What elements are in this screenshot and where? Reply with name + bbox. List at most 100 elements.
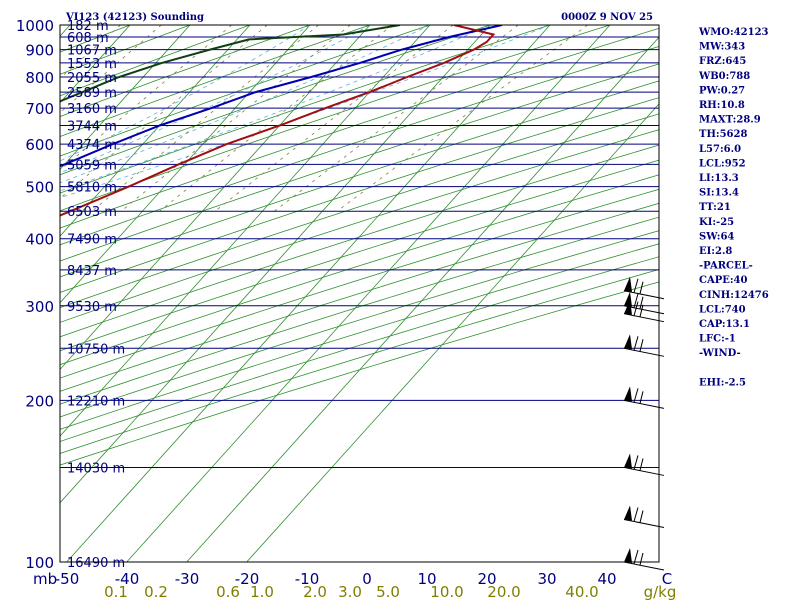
mixing-ratio-tick-label: 5.0 <box>376 583 400 600</box>
isotherm-line <box>60 25 371 371</box>
pressure-label: 100 <box>25 554 54 572</box>
mixing-ratio-line <box>159 25 393 212</box>
temperature-tick-label: 40 <box>597 570 616 588</box>
mixing-ratio-line <box>60 25 232 171</box>
mixing-ratio-tick-label: g/kg <box>644 583 677 600</box>
wind-barb <box>623 386 665 409</box>
temperature-tick-label: -40 <box>115 570 140 588</box>
dry-adiabat-line <box>60 144 659 338</box>
station-title: VI123 (42123) Sounding <box>65 12 204 23</box>
background-lines <box>0 25 659 562</box>
temperature-tick-label: 0 <box>362 570 372 588</box>
height-label: 1553 m <box>67 57 117 72</box>
height-label: 2589 m <box>67 86 117 101</box>
isotherm-line <box>60 25 191 171</box>
pressure-label: 800 <box>25 69 54 87</box>
wind-barbs <box>623 276 665 571</box>
index-item: SW:64 <box>699 231 734 242</box>
mixing-ratio-tick-label: 1.0 <box>250 583 274 600</box>
index-item: L57:6.0 <box>699 144 741 155</box>
height-label: 5059 m <box>67 158 117 173</box>
mixing-ratio-line <box>91 25 319 212</box>
height-label: 608 m <box>67 31 109 46</box>
dry-adiabat-line <box>60 243 659 430</box>
height-label: 7490 m <box>67 233 117 248</box>
dry-adiabat-line <box>60 281 659 466</box>
dry-adiabat-line <box>60 230 659 418</box>
height-label: 8437 m <box>67 264 117 279</box>
plot-frame <box>59 24 660 563</box>
dry-adiabat-line <box>60 216 659 405</box>
height-label: 1067 m <box>67 44 117 59</box>
stability-indices: WMO:42123 MW:343 FRZ:645 WB0:788 PW:0.27 RH:1… <box>698 27 769 388</box>
mixing-ratio-tick-label: 2.0 <box>303 583 327 600</box>
dewpoint-profile-line <box>60 25 401 103</box>
index-item: MAXT:28.9 <box>699 115 761 126</box>
index-item: TT:21 <box>699 202 731 213</box>
index-item: RH:10.8 <box>699 100 745 111</box>
pressure-label: 400 <box>25 231 54 249</box>
height-label: 4374 m <box>67 138 117 153</box>
temperature-tick-label: -30 <box>175 570 200 588</box>
index-item: -PARCEL- <box>699 261 753 272</box>
index-item: WMO:42123 <box>698 27 769 38</box>
dry-adiabat-line <box>60 202 659 392</box>
height-label: 182 m <box>67 19 109 34</box>
index-item: LFC:-1 <box>699 334 736 345</box>
temperature-tick-label: -10 <box>295 570 320 588</box>
mixing-ratio-tick-label: 0.6 <box>216 583 240 600</box>
index-item: CINH:12476 <box>699 290 769 301</box>
index-item: -WIND- <box>699 348 741 359</box>
isotherm-line <box>60 25 431 437</box>
temperature-tick-label: -20 <box>235 570 260 588</box>
isotherm-line <box>0 25 10 562</box>
mixing-ratio-line <box>336 25 588 212</box>
index-item: LCL:952 <box>699 158 746 169</box>
index-item: TH:5628 <box>699 129 747 140</box>
index-item: CAP:13.1 <box>699 319 750 330</box>
index-item: FRZ:645 <box>699 56 746 67</box>
temperature-tick-label: 30 <box>537 570 556 588</box>
axis-labels: 16490 m 14030 m 12210 m 10750 m 9530 m 8437 m… <box>16 17 677 600</box>
isotherm-line <box>126 25 611 562</box>
pressure-label: 300 <box>25 298 54 316</box>
wind-barb <box>623 291 665 315</box>
isotherm-line <box>66 25 551 562</box>
index-item: WB0:788 <box>698 71 750 82</box>
isotherm-line <box>186 36 659 562</box>
pressure-label: 200 <box>25 392 54 410</box>
index-item: LI:13.3 <box>699 173 739 184</box>
pressure-label: 500 <box>25 179 54 197</box>
sounding-time: 0000Z 9 NOV 25 <box>561 12 653 23</box>
temperature-profile-line <box>60 25 496 217</box>
pressure-label: 1000 <box>16 17 54 35</box>
pressure-unit-label: mb <box>33 570 57 588</box>
mixing-ratio-line <box>60 25 162 114</box>
isotherm-line <box>60 25 311 304</box>
pressure-label: 900 <box>25 42 54 60</box>
mixing-ratio-line <box>60 25 121 79</box>
height-label: 16490 m <box>67 556 125 571</box>
wind-barb <box>623 453 665 476</box>
temperature-tick-label: 20 <box>477 570 496 588</box>
mixing-ratio-tick-label: 0.2 <box>144 583 168 600</box>
mixing-ratio-tick-label: 10.0 <box>430 583 463 600</box>
height-label: 2055 m <box>67 71 117 86</box>
isotherm-line <box>60 25 491 504</box>
index-item: SI:13.4 <box>699 188 739 199</box>
wind-barb <box>623 548 665 571</box>
height-label: 10750 m <box>67 342 125 357</box>
mixing-ratio-tick-label: 40.0 <box>565 583 598 600</box>
pressure-label: 600 <box>25 136 54 154</box>
height-label: 5810 m <box>67 181 117 196</box>
dry-adiabat-line <box>60 63 659 262</box>
height-label: 14030 m <box>67 461 125 476</box>
index-item: MW:343 <box>699 42 745 53</box>
mixing-ratio-tick-label: 0.1 <box>104 583 128 600</box>
moist-adiabat-line <box>60 25 371 174</box>
dry-adiabat-line <box>60 174 659 366</box>
moist-adiabat-line <box>60 25 311 162</box>
dry-adiabat-line <box>60 113 659 309</box>
mixing-ratio-tick-label: 20.0 <box>487 583 520 600</box>
